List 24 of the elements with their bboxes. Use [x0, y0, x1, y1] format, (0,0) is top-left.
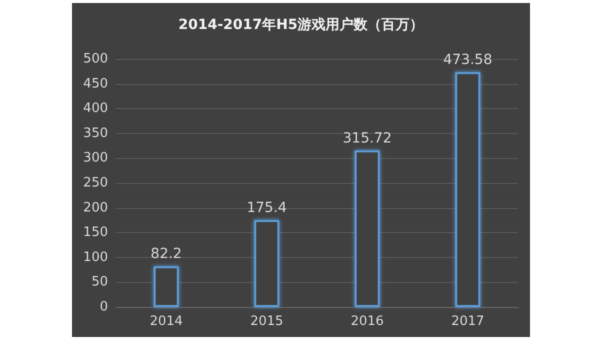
- x-tick-label: 2016: [350, 314, 384, 329]
- y-tick-label: 500: [83, 52, 108, 66]
- y-tick-label: 50: [91, 274, 108, 290]
- y-tick-label: 100: [83, 250, 108, 265]
- x-tick-label: 2017: [451, 314, 484, 329]
- chart-title: 2014-2017年H5游戏用户数（百万）: [178, 16, 424, 33]
- data-label: 473.58: [443, 52, 492, 68]
- y-tick-label: 200: [83, 200, 108, 216]
- data-label: 82.2: [150, 246, 182, 262]
- data-label: 175.4: [246, 200, 287, 216]
- bar: [254, 220, 280, 307]
- y-tick-label: 250: [83, 176, 108, 190]
- y-tick-label: 400: [83, 101, 108, 116]
- y-tick-label: 0: [100, 300, 108, 314]
- data-label: 315.72: [342, 130, 392, 146]
- x-tick-label: 2014: [150, 314, 183, 329]
- y-tick-label: 350: [83, 126, 108, 141]
- x-tick-label: 2015: [250, 314, 284, 329]
- bar: [154, 266, 179, 307]
- bar: [455, 72, 480, 307]
- y-tick-label: 300: [83, 150, 108, 166]
- y-tick-label: 150: [83, 225, 108, 240]
- bar: [354, 150, 380, 307]
- y-tick-label: 450: [83, 76, 108, 92]
